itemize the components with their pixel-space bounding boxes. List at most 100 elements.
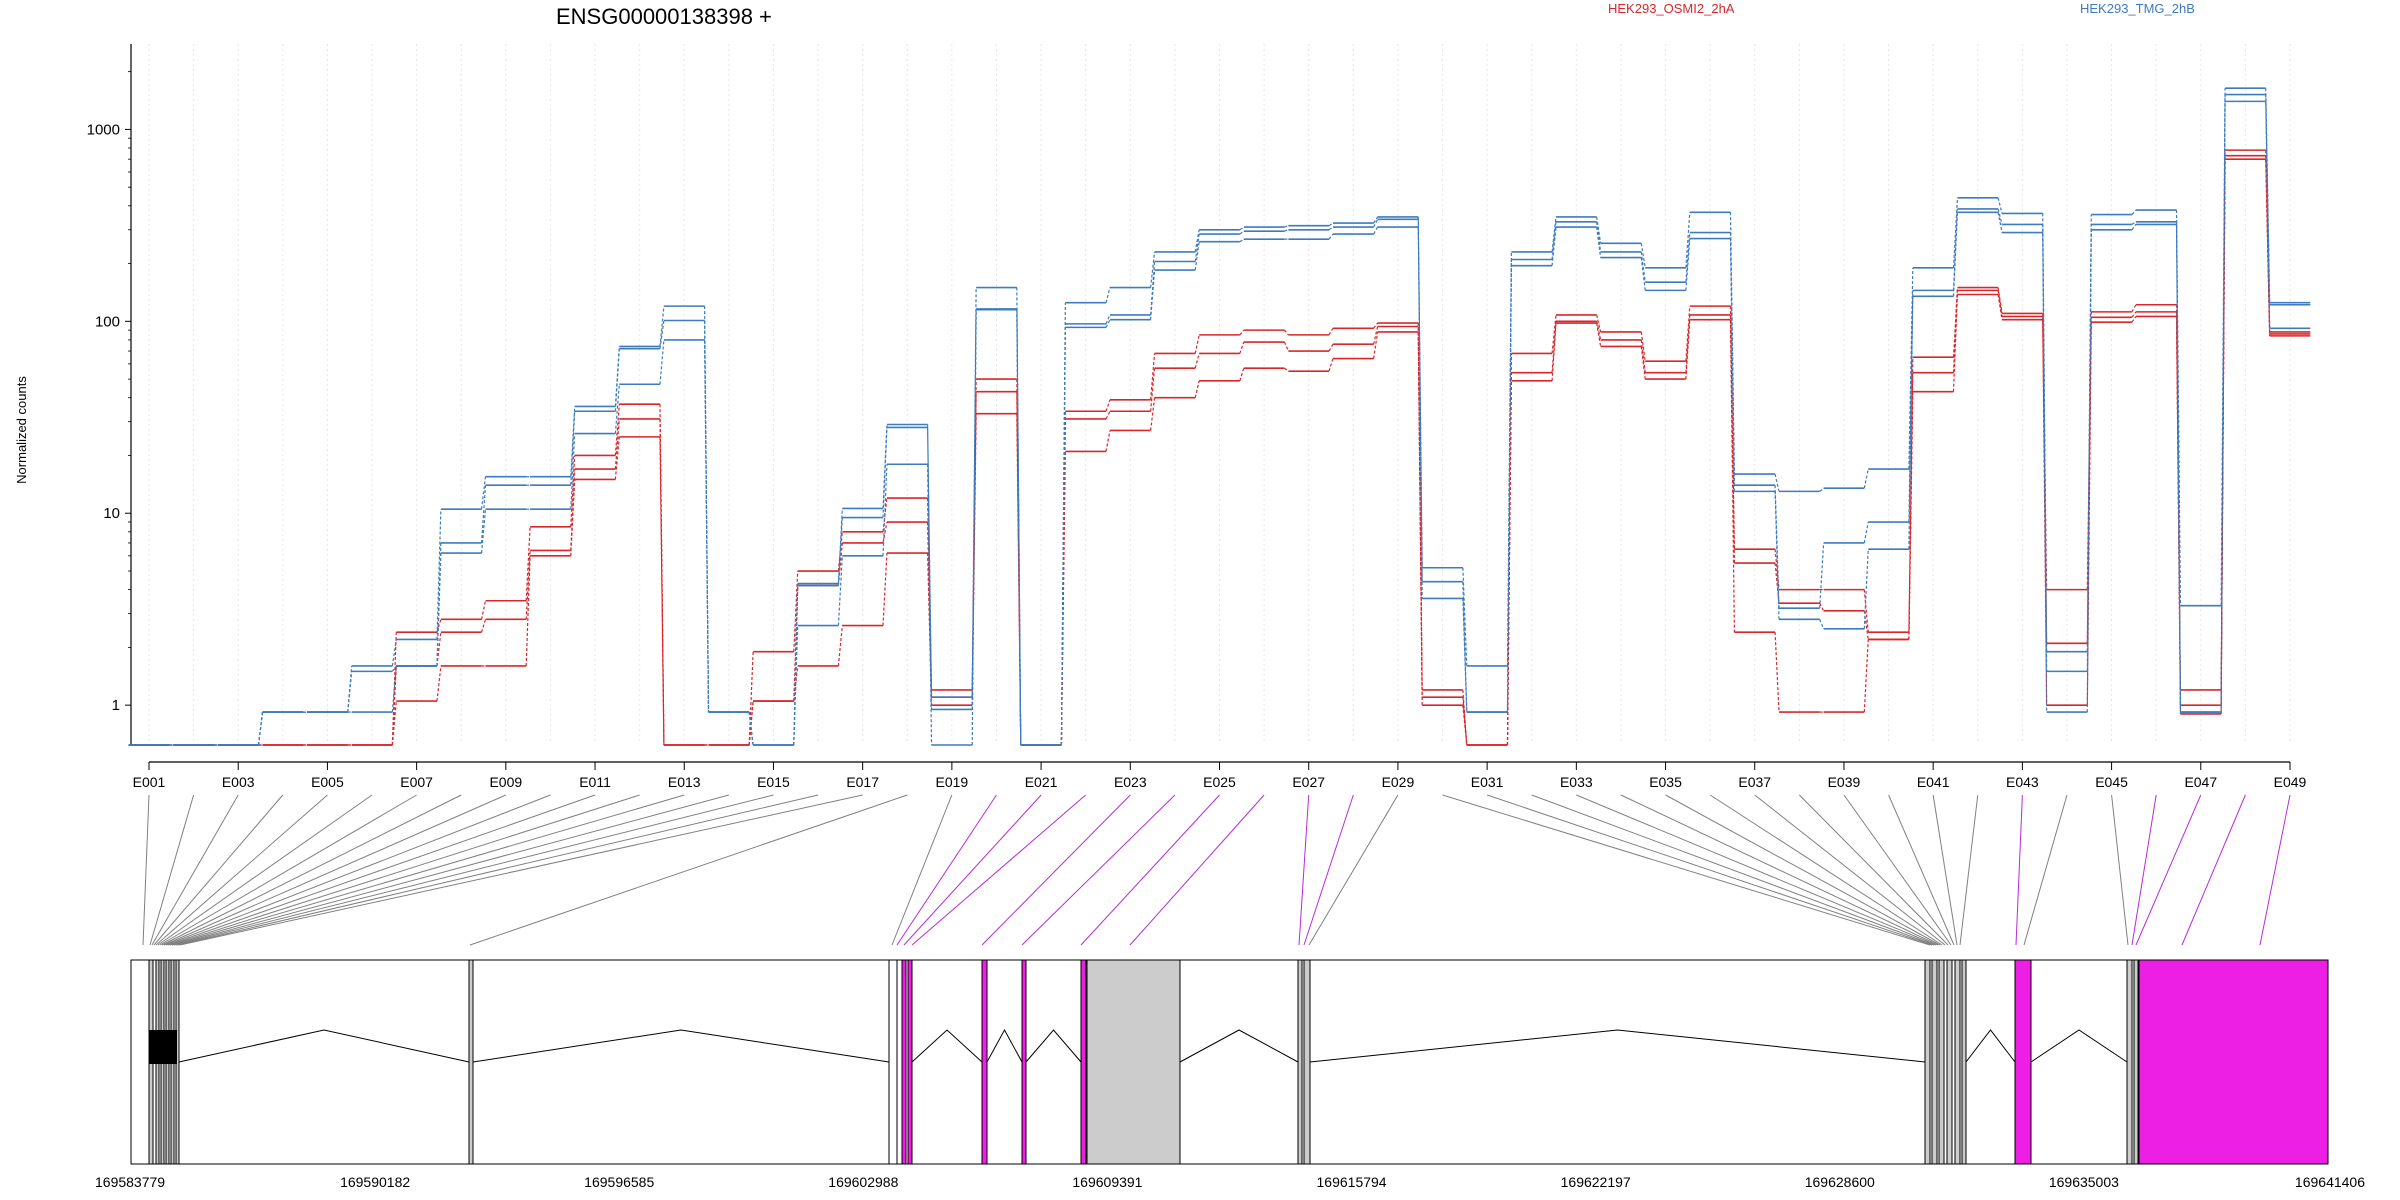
series-connector bbox=[1150, 270, 1156, 320]
x-tick-label: E033 bbox=[1560, 774, 1593, 790]
x-tick-label: E011 bbox=[579, 774, 611, 790]
series-connector bbox=[614, 436, 620, 480]
y-tick-label: 1 bbox=[112, 697, 120, 714]
x-tick-label: E047 bbox=[2184, 774, 2217, 790]
series-connector bbox=[2086, 224, 2092, 672]
series-connector bbox=[1462, 598, 1468, 713]
intron-line bbox=[472, 1029, 890, 1063]
series-connector bbox=[703, 306, 710, 713]
series-connector bbox=[480, 509, 487, 554]
series-connector bbox=[1373, 216, 1379, 224]
exon-block bbox=[981, 959, 988, 1165]
exon-connector bbox=[1754, 794, 1946, 946]
exon-connector bbox=[175, 794, 774, 946]
series-connector bbox=[837, 625, 843, 667]
series-connector bbox=[837, 517, 843, 586]
series-connector bbox=[1863, 639, 1869, 713]
series-connector bbox=[1194, 353, 1200, 369]
intron-line bbox=[1179, 1029, 1299, 1063]
exon-block bbox=[1931, 959, 1938, 1165]
series-connector bbox=[391, 701, 397, 746]
coordinate-label: 169635003 bbox=[2049, 1174, 2119, 1190]
series-connector bbox=[1016, 287, 1022, 746]
y-tick-label: 1000 bbox=[87, 121, 120, 138]
x-axis-exons: E001 E003 E005 E007 E009 E011 E013 E015 E017 E019… bbox=[133, 761, 2307, 790]
series-connector bbox=[2131, 304, 2137, 313]
series-connector bbox=[1239, 329, 1245, 336]
x-tick-label: E043 bbox=[2006, 774, 2039, 790]
series-connector bbox=[1596, 226, 1602, 258]
series-connector bbox=[1239, 341, 1245, 354]
exon-connector bbox=[1843, 794, 1952, 946]
series-connector bbox=[1328, 222, 1334, 227]
series-connector bbox=[1908, 357, 1914, 633]
exon-connector bbox=[179, 794, 863, 946]
series-connector bbox=[480, 476, 487, 510]
series-connector bbox=[1373, 326, 1379, 345]
series-connector bbox=[1283, 341, 1289, 352]
coordinate-label: 169602988 bbox=[828, 1174, 898, 1190]
coordinate-label: 169615794 bbox=[1317, 1174, 1387, 1190]
coordinate-label: 169596585 bbox=[584, 1174, 654, 1190]
series-connector bbox=[1952, 212, 1959, 297]
intron-line bbox=[1309, 1029, 1926, 1063]
series-connector bbox=[525, 526, 531, 601]
intron-line bbox=[986, 1028, 1023, 1063]
series-connector bbox=[1997, 197, 2003, 214]
series-connector bbox=[1997, 287, 2003, 314]
series-connector bbox=[2265, 101, 2271, 329]
series-connector bbox=[748, 701, 754, 746]
series-connector bbox=[1462, 697, 1468, 746]
exon-connector bbox=[159, 794, 417, 946]
series-connector bbox=[1150, 353, 1156, 400]
exon-connector bbox=[1932, 794, 1958, 946]
exon-gridlines bbox=[148, 44, 2291, 742]
exon-block bbox=[907, 959, 913, 1165]
series-connector bbox=[1952, 287, 1959, 358]
series-connector bbox=[971, 309, 977, 746]
series-connector bbox=[1105, 430, 1111, 452]
x-tick-label: E029 bbox=[1382, 774, 1415, 790]
series-lines bbox=[128, 87, 2311, 746]
exon-connector bbox=[165, 794, 551, 946]
x-tick-label: E013 bbox=[668, 774, 701, 790]
exon-connector bbox=[1959, 794, 1979, 946]
intron-line bbox=[1025, 1029, 1082, 1063]
series-connector bbox=[2131, 316, 2137, 323]
gene-model-frame bbox=[130, 959, 2329, 1165]
exon-block bbox=[1961, 959, 1967, 1165]
series-connector bbox=[1417, 331, 1423, 706]
series-connector bbox=[1774, 491, 1780, 620]
exon-connector bbox=[1486, 794, 1933, 946]
series-connector bbox=[1328, 358, 1334, 372]
series-connector bbox=[2131, 311, 2137, 318]
series-connector bbox=[1863, 521, 1869, 544]
exon-connector bbox=[177, 794, 819, 946]
series-connector bbox=[1774, 632, 1780, 713]
x-tick-label: E045 bbox=[2095, 774, 2128, 790]
x-tick-label: E031 bbox=[1471, 774, 1504, 790]
series-connector bbox=[614, 418, 620, 470]
exon-connector bbox=[153, 794, 284, 946]
exon-connector bbox=[1080, 794, 1220, 946]
series-connector bbox=[882, 464, 888, 556]
series-connector bbox=[1060, 327, 1066, 746]
series-connector bbox=[1685, 306, 1691, 362]
series-connector bbox=[1284, 229, 1289, 232]
series-connector bbox=[1373, 226, 1379, 235]
intron-line bbox=[178, 1029, 470, 1063]
exon-block bbox=[1924, 959, 1931, 1165]
exon-connector bbox=[1665, 794, 1941, 946]
legend-label-tmg: HEK293_TMG_2hB bbox=[2080, 1, 2195, 16]
series-connector bbox=[1640, 257, 1646, 291]
exon-connector bbox=[2259, 794, 2291, 946]
series-connector bbox=[614, 384, 620, 434]
series-connector bbox=[1819, 602, 1825, 612]
series-connector bbox=[1729, 238, 1736, 492]
series-connector bbox=[837, 508, 843, 584]
exon-connector bbox=[1298, 794, 1310, 946]
exon-block bbox=[888, 959, 898, 1165]
exon-block bbox=[2138, 959, 2329, 1165]
series-connector bbox=[748, 651, 754, 746]
